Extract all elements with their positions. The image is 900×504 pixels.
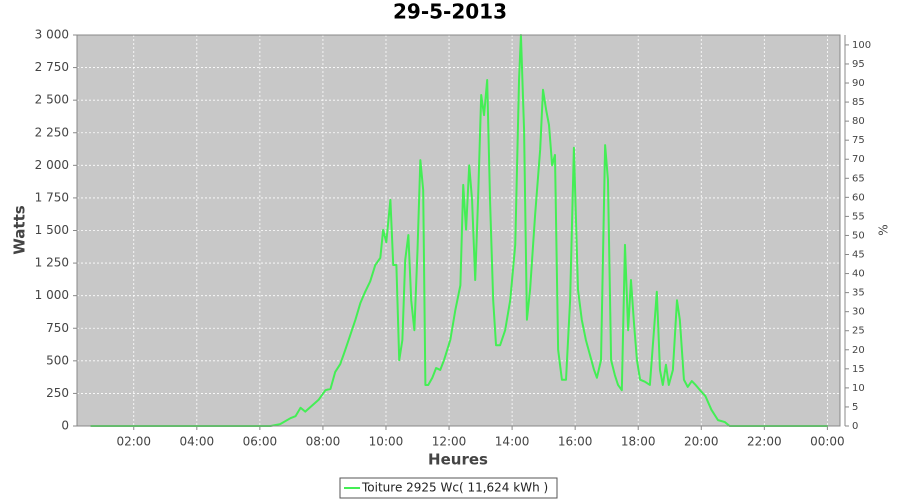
- y2-tick-label: 85: [852, 97, 865, 108]
- chart-title: 29-5-2013: [393, 0, 507, 24]
- y-tick-label: 3 000: [35, 28, 69, 42]
- y2-tick-label: 45: [852, 250, 865, 261]
- x-tick-label: 16:00: [558, 435, 593, 449]
- x-tick-label: 08:00: [306, 435, 341, 449]
- y2-tick-label: 80: [852, 116, 865, 127]
- legend-label: Toiture 2925 Wc( 11,624 kWh ): [361, 481, 548, 495]
- y2-tick-label: 20: [852, 345, 865, 356]
- y2-tick-label: 55: [852, 211, 865, 222]
- y2-tick-label: 30: [852, 307, 865, 318]
- y-tick-label: 1 250: [35, 256, 69, 270]
- x-tick-label: 02:00: [116, 435, 151, 449]
- x-tick-label: 10:00: [369, 435, 404, 449]
- y-tick-label: 1 750: [35, 190, 69, 204]
- x-tick-label: 04:00: [180, 435, 215, 449]
- y-tick-label: 2 500: [35, 93, 69, 107]
- y2-tick-label: 0: [852, 421, 858, 432]
- y2-tick-label: 95: [852, 59, 865, 70]
- y2-tick-label: 10: [852, 383, 865, 394]
- x-tick-label: 22:00: [747, 435, 782, 449]
- y-tick-label: 500: [46, 353, 69, 367]
- y2-tick-label: 15: [852, 364, 865, 375]
- y2-tick-label: 5: [852, 402, 858, 413]
- plot-border: [76, 34, 841, 427]
- y-tick-label: 1 000: [35, 288, 69, 302]
- y-tick-label: 1 500: [35, 223, 69, 237]
- y2-tick-label: 50: [852, 230, 865, 241]
- data-line: [90, 34, 828, 427]
- y2-tick-label: 100: [852, 40, 871, 51]
- y-tick-label: 2 000: [35, 158, 69, 172]
- y-tick-label: 250: [46, 386, 69, 400]
- y-tick-label: 2 250: [35, 125, 69, 139]
- y2-tick-label: 35: [852, 288, 865, 299]
- x-tick-label: 12:00: [432, 435, 467, 449]
- legend-box: [339, 477, 558, 499]
- x-tick-label: 20:00: [684, 435, 719, 449]
- y2-tick-label: 60: [852, 192, 865, 203]
- y-tick-label: 2 750: [35, 60, 69, 74]
- x-tick-label: 14:00: [495, 435, 530, 449]
- x-tick-label: 00:00: [810, 435, 845, 449]
- y-tick-label: 750: [46, 321, 69, 335]
- y-tick-label: 0: [61, 419, 69, 433]
- x-tick-label: 18:00: [621, 435, 656, 449]
- x-tick-label: 06:00: [243, 435, 278, 449]
- y2-tick-label: 25: [852, 326, 865, 337]
- y2-tick-label: 90: [852, 78, 865, 89]
- y2-tick-label: 40: [852, 269, 865, 280]
- y-axis-label: Watts: [11, 205, 29, 254]
- y2-axis-label: %: [877, 224, 891, 235]
- y2-tick-label: 65: [852, 173, 865, 184]
- y2-tick-label: 70: [852, 154, 865, 165]
- x-axis-label: Heures: [428, 451, 488, 469]
- y2-tick-label: 75: [852, 135, 865, 146]
